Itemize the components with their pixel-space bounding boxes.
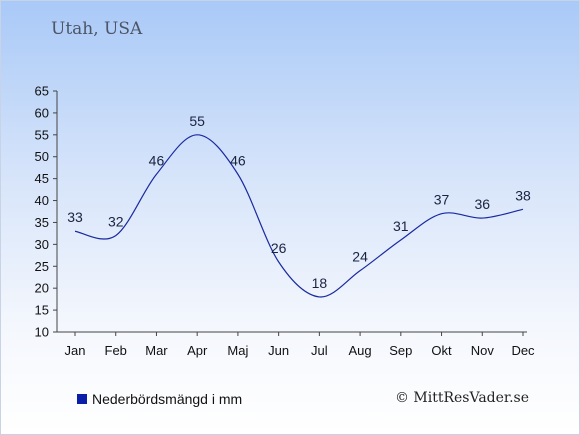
y-tick-label: 30: [35, 237, 49, 252]
data-label: 55: [189, 113, 205, 129]
data-label: 31: [393, 218, 409, 234]
x-tick-label: Jun: [268, 343, 289, 358]
x-tick-label: Aug: [349, 343, 372, 358]
credit-text: © MittResVader.se: [394, 390, 529, 406]
y-tick-label: 25: [35, 259, 49, 274]
x-tick-label: Jan: [65, 343, 86, 358]
x-tick-label: Nov: [471, 343, 495, 358]
legend-swatch: [77, 394, 87, 404]
data-label: 37: [434, 192, 450, 208]
x-tick-label: Dec: [511, 343, 535, 358]
legend-label: Nederbördsmängd i mm: [92, 391, 243, 407]
y-tick-label: 10: [35, 325, 49, 340]
x-tick-label: Maj: [227, 343, 248, 358]
x-tick-label: Mar: [145, 343, 168, 358]
y-tick-label: 15: [35, 303, 49, 318]
y-tick-label: 60: [35, 105, 49, 120]
y-tick-label: 65: [35, 84, 49, 99]
data-label: 38: [515, 187, 531, 203]
x-tick-label: Feb: [105, 343, 127, 358]
series-line: [74, 134, 524, 298]
data-label: 24: [352, 249, 368, 265]
x-tick-label: Jul: [311, 343, 328, 358]
x-tick-label: Sep: [389, 343, 412, 358]
data-label: 26: [271, 240, 287, 256]
data-label: 33: [67, 209, 83, 225]
page-title: Utah, USA: [51, 19, 143, 39]
y-tick-label: 45: [35, 171, 49, 186]
x-tick-label: Apr: [187, 343, 208, 358]
data-label: 18: [312, 275, 328, 291]
data-label: 32: [108, 214, 124, 230]
y-tick-label: 35: [35, 215, 49, 230]
y-tick-label: 50: [35, 149, 49, 164]
data-label: 46: [149, 152, 165, 168]
data-label: 36: [474, 196, 490, 212]
x-tick-label: Okt: [431, 343, 452, 358]
y-tick-label: 55: [35, 127, 49, 142]
legend: Nederbördsmängd i mm: [77, 391, 242, 407]
data-label: 46: [230, 152, 246, 168]
y-tick-label: 20: [35, 281, 49, 296]
y-tick-label: 40: [35, 193, 49, 208]
